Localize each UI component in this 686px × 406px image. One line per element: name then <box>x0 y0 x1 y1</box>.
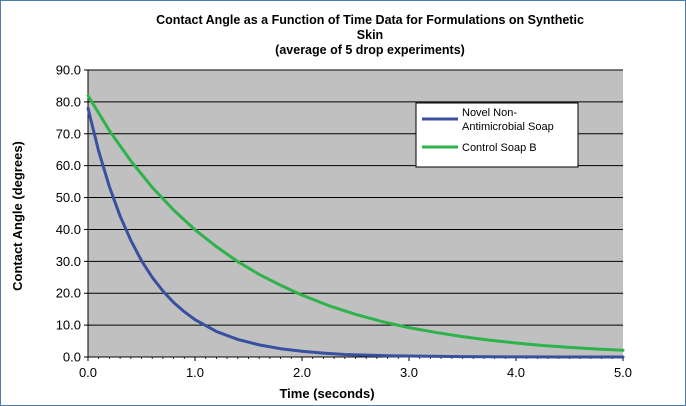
series-lines <box>86 94 625 359</box>
y-tick-label-8: 80.0 <box>56 94 81 109</box>
x-tick-label-5: 5.0 <box>614 365 632 380</box>
y-tick-label-7: 70.0 <box>56 126 81 141</box>
chart-title-line-2: Skin <box>357 28 383 42</box>
y-tick-labels: 0.0 10.0 20.0 30.0 40.0 50.0 60.0 70.0 80.0 90.0 <box>56 63 81 365</box>
x-tick-labels: 0.0 1.0 2.0 3.0 4.0 5.0 <box>79 365 632 380</box>
y-tick-label-6: 60.0 <box>56 158 81 173</box>
y-tick-label-2: 20.0 <box>56 286 81 301</box>
legend-label-control-soap-b: Control Soap B <box>462 142 537 154</box>
y-tick-label-9: 90.0 <box>56 63 81 78</box>
y-tick-label-5: 50.0 <box>56 190 81 205</box>
legend-box <box>415 102 579 168</box>
legend-label-novel-soap-line-1: Novel Non- <box>462 107 517 119</box>
y-axis-title: Contact Angle (degrees) <box>10 141 25 291</box>
x-tick-label-0: 0.0 <box>79 365 97 380</box>
y-tick-label-1: 10.0 <box>56 318 81 333</box>
y-tick-label-0: 0.0 <box>63 350 81 365</box>
x-tick-label-4: 4.0 <box>507 365 525 380</box>
series-line-1 <box>86 94 625 352</box>
series-line-0 <box>86 106 625 359</box>
x-axis-title: Time (seconds) <box>279 386 374 401</box>
y-tick-label-4: 40.0 <box>56 222 81 237</box>
x-tick-label-2: 2.0 <box>293 365 311 380</box>
chart-title-line-1: Contact Angle as a Function of Time Data… <box>156 13 584 27</box>
chart-title: Contact Angle as a Function of Time Data… <box>156 13 584 57</box>
chart-title-line-3: (average of 5 drop experiments) <box>275 43 465 57</box>
legend: Novel Non- Antimicrobial Soap Control So… <box>415 102 579 168</box>
y-tick-label-3: 30.0 <box>56 254 81 269</box>
x-tick-label-1: 1.0 <box>186 365 204 380</box>
x-tick-label-3: 3.0 <box>400 365 418 380</box>
legend-label-novel-soap-line-2: Antimicrobial Soap <box>462 121 554 133</box>
